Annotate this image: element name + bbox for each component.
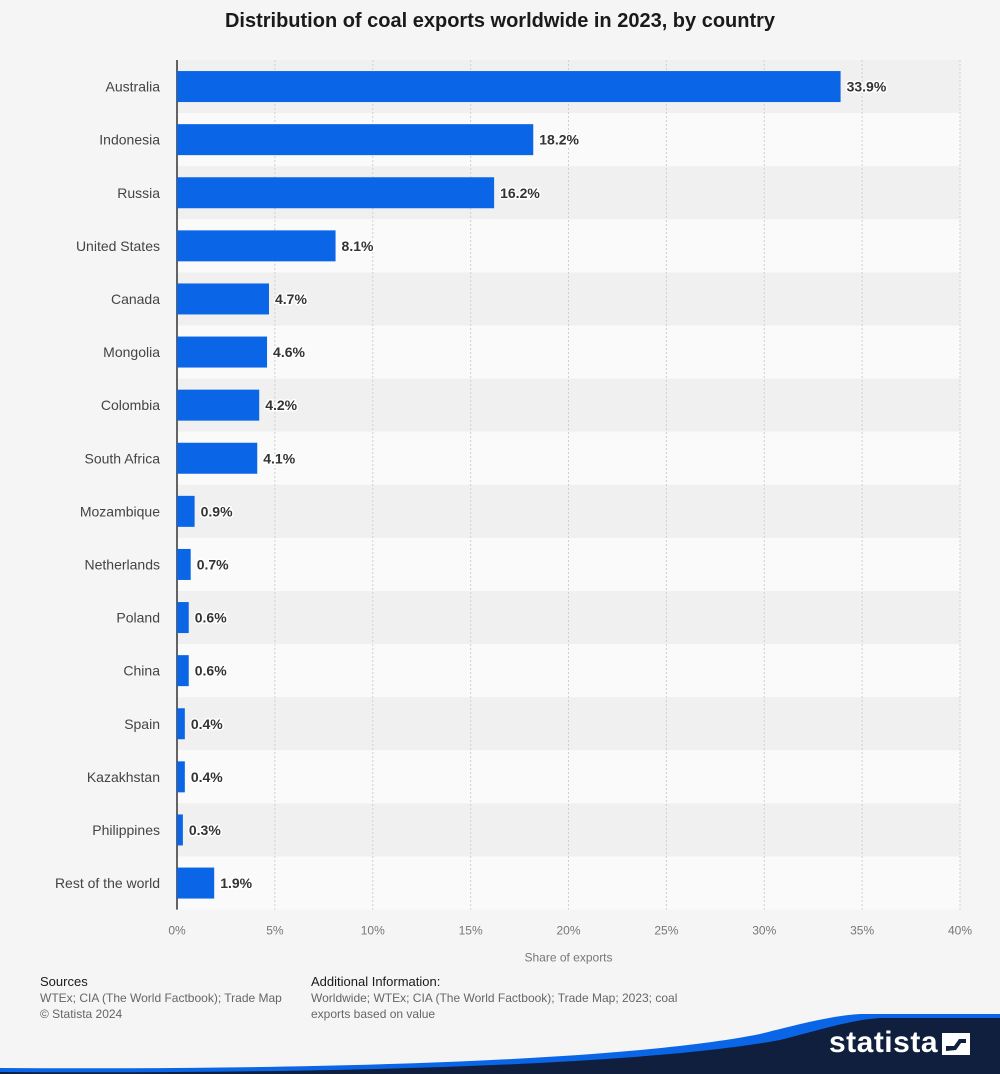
category-label: Canada bbox=[111, 291, 160, 307]
value-label: 0.4% bbox=[191, 716, 223, 732]
x-tick-label: 20% bbox=[556, 924, 580, 938]
value-label: 8.1% bbox=[342, 238, 374, 254]
x-tick-label: 25% bbox=[654, 924, 678, 938]
bar bbox=[177, 442, 258, 474]
value-label: 33.9% bbox=[847, 79, 887, 95]
bar bbox=[177, 230, 336, 262]
value-label: 0.3% bbox=[189, 822, 221, 838]
bar bbox=[177, 177, 495, 209]
value-label: 4.1% bbox=[263, 450, 295, 466]
category-label: Poland bbox=[116, 610, 160, 626]
bar bbox=[177, 708, 185, 740]
category-label: Rest of the world bbox=[55, 875, 160, 891]
bar bbox=[177, 867, 215, 899]
category-label: Indonesia bbox=[99, 132, 160, 148]
category-label: United States bbox=[76, 238, 160, 254]
x-tick-label: 0% bbox=[168, 924, 186, 938]
value-label: 0.9% bbox=[201, 503, 233, 519]
bar bbox=[177, 124, 534, 156]
x-tick-label: 5% bbox=[266, 924, 284, 938]
value-label: 1.9% bbox=[220, 875, 252, 891]
bar bbox=[177, 761, 185, 793]
additional-info-block: Additional Information: Worldwide; WTEx;… bbox=[311, 974, 677, 1022]
bar bbox=[177, 283, 270, 315]
category-label: China bbox=[123, 663, 160, 679]
chart-title: Distribution of coal exports worldwide i… bbox=[224, 10, 776, 32]
x-tick-label: 40% bbox=[948, 924, 972, 938]
bar bbox=[177, 336, 268, 368]
category-label: Philippines bbox=[92, 822, 160, 838]
bar bbox=[177, 389, 260, 421]
value-label: 4.2% bbox=[265, 397, 297, 413]
bar bbox=[177, 602, 189, 634]
additional-info-line-2: exports based on value bbox=[311, 1007, 436, 1021]
value-label: 0.6% bbox=[195, 663, 227, 679]
category-label: Russia bbox=[117, 185, 160, 201]
category-label: Mozambique bbox=[80, 503, 160, 519]
value-label: 0.4% bbox=[191, 769, 223, 785]
category-label: Australia bbox=[106, 79, 161, 95]
category-label: Spain bbox=[124, 716, 160, 732]
sources-text[interactable]: WTEx; CIA (The World Factbook); Trade Ma… bbox=[40, 991, 282, 1005]
statista-logo-text[interactable]: statista bbox=[828, 1026, 938, 1059]
bar bbox=[177, 495, 195, 527]
x-axis-title: Share of exports bbox=[524, 951, 612, 965]
bar bbox=[177, 655, 189, 687]
category-label: Netherlands bbox=[85, 556, 161, 572]
category-label: Kazakhstan bbox=[87, 769, 160, 785]
value-label: 4.6% bbox=[273, 344, 305, 360]
category-label: Mongolia bbox=[103, 344, 160, 360]
value-label: 16.2% bbox=[500, 185, 540, 201]
additional-info-heading: Additional Information: bbox=[311, 974, 441, 989]
bar bbox=[177, 814, 183, 846]
bar bbox=[177, 548, 191, 580]
copyright-text: © Statista 2024 bbox=[40, 1007, 123, 1021]
value-label: 0.6% bbox=[195, 610, 227, 626]
x-tick-label: 30% bbox=[752, 924, 776, 938]
category-label: South Africa bbox=[85, 450, 161, 466]
x-tick-label: 10% bbox=[361, 924, 385, 938]
brand-swoosh-dark bbox=[0, 1018, 1000, 1074]
sources-heading: Sources bbox=[40, 974, 88, 989]
x-tick-label: 35% bbox=[850, 924, 874, 938]
value-label: 0.7% bbox=[197, 556, 229, 572]
bar-chart: 0% 5% 10% 15% 20% 25% 30% 35% 40% Australia 33.9% I… bbox=[55, 60, 972, 965]
category-label: Colombia bbox=[101, 397, 160, 413]
additional-info-line-1: Worldwide; WTEx; CIA (The World Factbook… bbox=[311, 991, 678, 1005]
bar bbox=[177, 71, 841, 103]
sources-block: Sources WTEx; CIA (The World Factbook); … bbox=[40, 974, 282, 1022]
value-label: 18.2% bbox=[539, 132, 579, 148]
x-tick-label: 15% bbox=[459, 924, 483, 938]
value-label: 4.7% bbox=[275, 291, 307, 307]
statista-logo-icon bbox=[942, 1033, 970, 1055]
brand-banner bbox=[0, 1014, 1000, 1074]
